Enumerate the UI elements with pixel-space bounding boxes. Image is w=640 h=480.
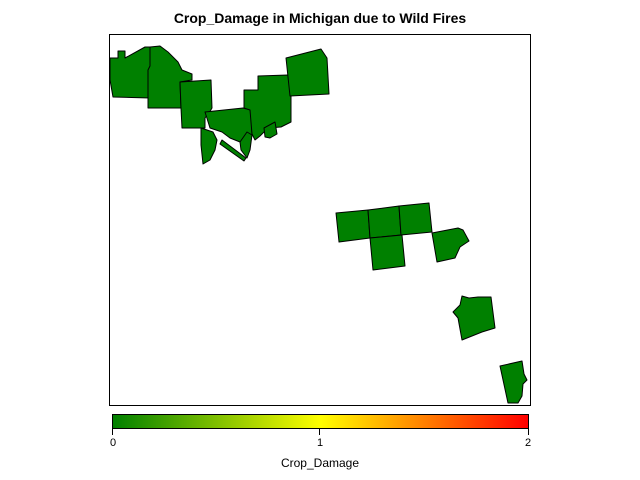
- county-region[interactable]: [369, 234, 406, 271]
- county-region[interactable]: [179, 79, 213, 129]
- county-region[interactable]: [239, 131, 253, 159]
- color-scale-bar: [112, 414, 529, 429]
- county-region[interactable]: [285, 48, 330, 97]
- county-region[interactable]: [398, 202, 433, 236]
- legend-tick: [112, 429, 113, 435]
- county-region[interactable]: [200, 127, 218, 165]
- legend-title: Crop_Damage: [280, 456, 360, 470]
- legend-tick-label: 1: [316, 437, 324, 449]
- county-region[interactable]: [219, 139, 247, 162]
- legend-tick-label: 0: [109, 437, 117, 449]
- county-region[interactable]: [367, 205, 402, 239]
- county-region[interactable]: [452, 295, 496, 341]
- legend-tick: [528, 429, 529, 435]
- upper-peninsula-counties: [109, 45, 330, 165]
- legend-tick: [319, 429, 320, 435]
- county-region[interactable]: [109, 46, 151, 99]
- lower-peninsula-counties: [335, 202, 528, 404]
- legend-tick-label: 2: [524, 437, 532, 449]
- county-region[interactable]: [499, 360, 528, 404]
- county-region[interactable]: [335, 209, 371, 243]
- county-region[interactable]: [147, 45, 193, 109]
- map-title: Crop_Damage in Michigan due to Wild Fire…: [173, 10, 467, 26]
- county-region[interactable]: [263, 121, 278, 139]
- county-region[interactable]: [431, 227, 470, 263]
